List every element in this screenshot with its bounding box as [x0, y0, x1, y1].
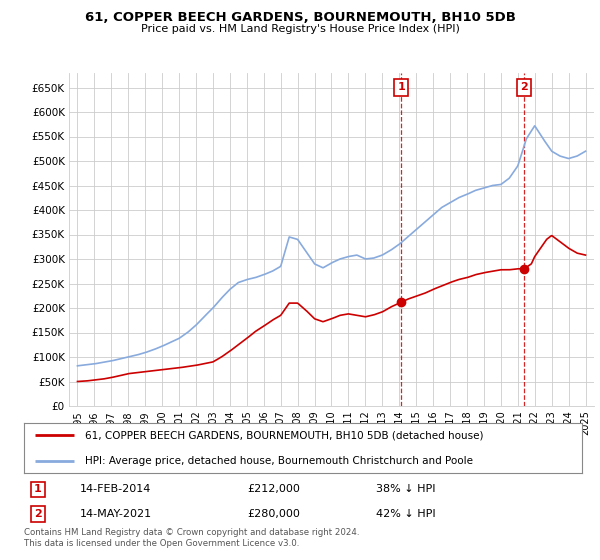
Text: 2: 2 [520, 82, 528, 92]
Text: 38% ↓ HPI: 38% ↓ HPI [376, 484, 435, 494]
Text: £212,000: £212,000 [247, 484, 300, 494]
Text: 61, COPPER BEECH GARDENS, BOURNEMOUTH, BH10 5DB (detached house): 61, COPPER BEECH GARDENS, BOURNEMOUTH, B… [85, 431, 484, 440]
Text: £280,000: £280,000 [247, 509, 300, 519]
Text: Price paid vs. HM Land Registry's House Price Index (HPI): Price paid vs. HM Land Registry's House … [140, 24, 460, 34]
Text: HPI: Average price, detached house, Bournemouth Christchurch and Poole: HPI: Average price, detached house, Bour… [85, 456, 473, 465]
Text: 14-FEB-2014: 14-FEB-2014 [80, 484, 151, 494]
Text: Contains HM Land Registry data © Crown copyright and database right 2024.
This d: Contains HM Land Registry data © Crown c… [24, 528, 359, 548]
Text: 1: 1 [34, 484, 42, 494]
Text: 61, COPPER BEECH GARDENS, BOURNEMOUTH, BH10 5DB: 61, COPPER BEECH GARDENS, BOURNEMOUTH, B… [85, 11, 515, 24]
Text: 1: 1 [397, 82, 405, 92]
Text: 2: 2 [34, 509, 42, 519]
Text: 14-MAY-2021: 14-MAY-2021 [80, 509, 152, 519]
Text: 42% ↓ HPI: 42% ↓ HPI [376, 509, 435, 519]
